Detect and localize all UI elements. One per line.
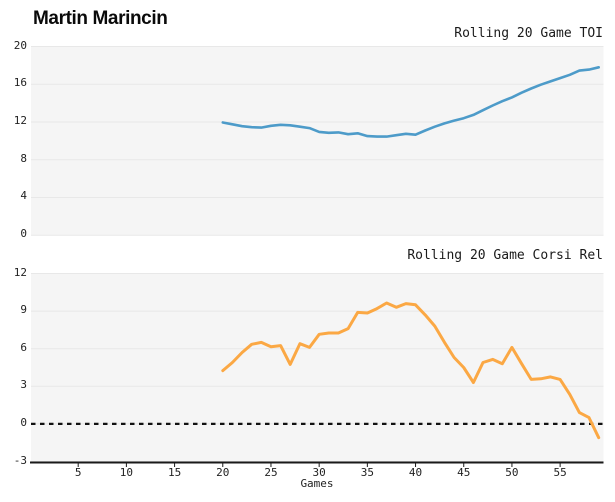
x-tick-label: 40	[408, 465, 423, 479]
y-tick-label: 6	[20, 340, 27, 354]
page-title: Martin Marincin	[33, 8, 168, 29]
y-tick-label: 20	[13, 38, 27, 52]
y-tick-label: -3	[13, 453, 27, 467]
x-tick-label: 55	[553, 465, 567, 479]
corsi-line	[221, 301, 601, 440]
toi-line	[221, 66, 601, 138]
y-tick-label: 4	[20, 189, 27, 203]
x-tick-label: 5	[74, 465, 82, 479]
y-tick-label: 12	[13, 113, 27, 127]
x-tick-label: 15	[167, 465, 182, 479]
plot-background	[31, 46, 604, 236]
toi-chart-title: Rolling 20 Game TOI	[454, 26, 603, 41]
x-tick-label: 30	[312, 465, 326, 479]
corsi-chart-title: Rolling 20 Game Corsi Rel	[407, 248, 603, 263]
y-tick-label: 16	[13, 76, 27, 90]
y-tick-label: 0	[20, 415, 27, 429]
plot-background	[31, 273, 604, 462]
x-tick-label: 20	[216, 465, 230, 479]
y-tick-label: 8	[20, 151, 27, 165]
x-tick-label: 25	[264, 465, 278, 479]
y-tick-label: 0	[20, 227, 27, 241]
y-tick-label: 9	[20, 303, 27, 317]
x-tick-label: 35	[360, 465, 374, 479]
y-tick-label: 12	[13, 265, 27, 279]
y-tick-label: 3	[20, 378, 27, 392]
x-tick-label: 45	[457, 465, 471, 479]
x-tick-label: 50	[505, 465, 519, 479]
x-tick-label: 10	[119, 465, 133, 479]
x-axis-title: Games	[300, 477, 334, 490]
